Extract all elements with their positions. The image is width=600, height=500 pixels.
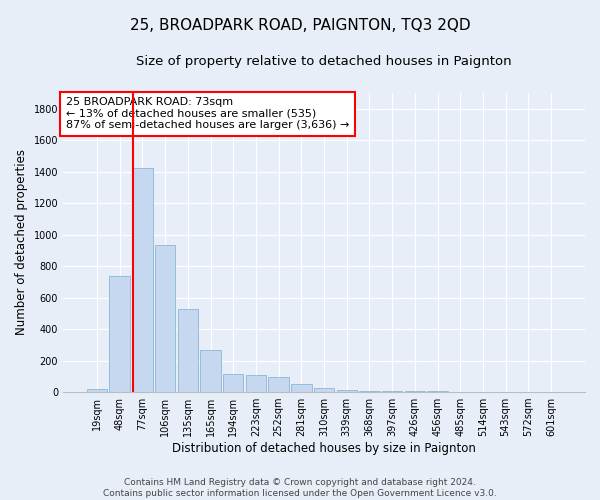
- Bar: [359, 390, 380, 392]
- Bar: [223, 374, 244, 392]
- Bar: [314, 388, 334, 392]
- Text: 25, BROADPARK ROAD, PAIGNTON, TQ3 2QD: 25, BROADPARK ROAD, PAIGNTON, TQ3 2QD: [130, 18, 470, 32]
- X-axis label: Distribution of detached houses by size in Paignton: Distribution of detached houses by size …: [172, 442, 476, 455]
- Text: Contains HM Land Registry data © Crown copyright and database right 2024.
Contai: Contains HM Land Registry data © Crown c…: [103, 478, 497, 498]
- Bar: [87, 389, 107, 392]
- Bar: [132, 168, 152, 392]
- Bar: [155, 245, 175, 392]
- Title: Size of property relative to detached houses in Paignton: Size of property relative to detached ho…: [136, 55, 512, 68]
- Bar: [178, 308, 198, 392]
- Bar: [382, 390, 403, 392]
- Bar: [245, 375, 266, 392]
- Bar: [337, 390, 357, 392]
- Bar: [268, 377, 289, 392]
- Bar: [200, 350, 221, 392]
- Y-axis label: Number of detached properties: Number of detached properties: [15, 150, 28, 336]
- Text: 25 BROADPARK ROAD: 73sqm
← 13% of detached houses are smaller (535)
87% of semi-: 25 BROADPARK ROAD: 73sqm ← 13% of detach…: [65, 98, 349, 130]
- Bar: [291, 384, 311, 392]
- Bar: [109, 276, 130, 392]
